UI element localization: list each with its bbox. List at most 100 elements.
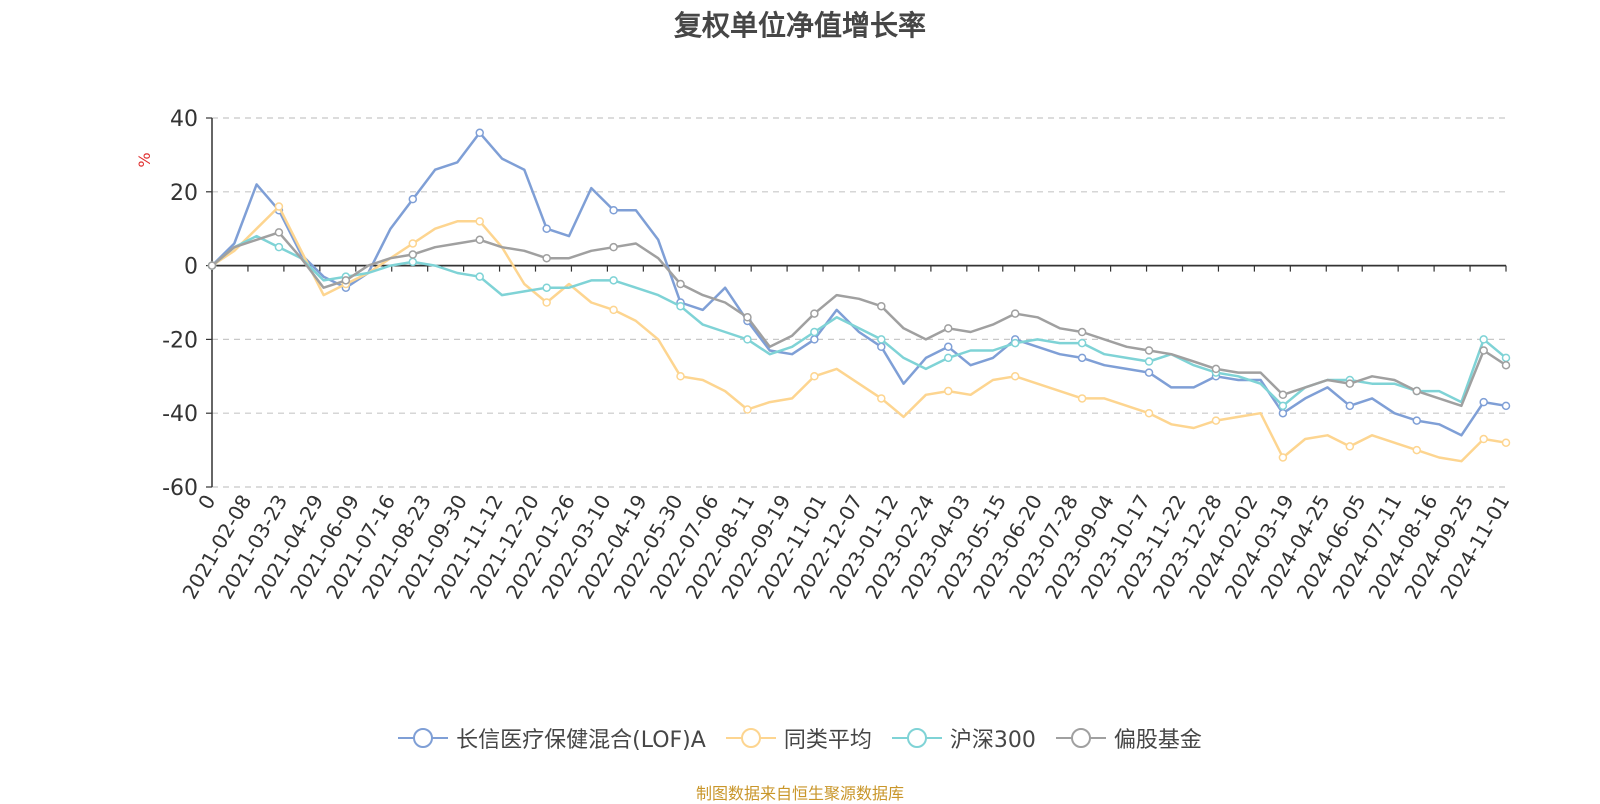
- series-point: [1077, 338, 1087, 348]
- series-point: [943, 353, 953, 363]
- series-point: [274, 242, 284, 252]
- legend-item[interactable]: 同类平均: [725, 722, 872, 754]
- legend-item[interactable]: 长信医疗保健混合(LOF)A: [398, 722, 706, 754]
- y-axis-unit-label: %: [135, 152, 154, 167]
- series-2: [207, 202, 1511, 463]
- series-point: [1144, 357, 1154, 366]
- series-point: [1501, 353, 1511, 363]
- series-point: [877, 301, 886, 311]
- y-tick-label: -40: [162, 402, 198, 427]
- series-4: [207, 228, 1511, 408]
- series-point: [1501, 438, 1511, 447]
- series-point: [943, 386, 953, 396]
- series-point: [810, 372, 819, 381]
- series-point: [341, 276, 351, 285]
- series-point: [1211, 416, 1221, 425]
- series-point: [877, 335, 886, 344]
- series-point: [1278, 453, 1288, 462]
- series-point: [1278, 408, 1288, 418]
- series-point: [1077, 327, 1087, 337]
- legend-item[interactable]: 沪深300: [891, 722, 1036, 754]
- series-1: [207, 128, 1511, 437]
- series-point: [542, 224, 551, 233]
- series-point: [1144, 368, 1154, 377]
- series-point: [1345, 379, 1355, 388]
- series-point: [207, 261, 217, 270]
- series-point: [274, 202, 284, 211]
- series-point: [1412, 445, 1422, 455]
- series-point: [1412, 386, 1422, 396]
- series-point: [542, 298, 551, 307]
- series-point: [1501, 401, 1511, 411]
- series-point: [408, 257, 418, 267]
- series-point: [1010, 309, 1020, 318]
- series-point: [1501, 360, 1511, 370]
- series-point: [1278, 401, 1288, 411]
- series-line: [211, 231, 1507, 408]
- y-tick-label: 40: [170, 107, 198, 132]
- legend-label: 沪深300: [949, 728, 1036, 753]
- series-point: [1479, 397, 1488, 407]
- series-point: [1412, 416, 1422, 425]
- series-point: [542, 253, 551, 263]
- series-point: [609, 276, 618, 285]
- chart-title: 复权单位净值增长率: [673, 9, 926, 42]
- source-note: 制图数据来自恒生聚源数据库: [695, 784, 904, 803]
- series-point: [609, 206, 618, 215]
- axis-layer: 40200-20-40-6002021-02-082021-03-232021-…: [162, 107, 1514, 603]
- series-point: [1479, 346, 1488, 355]
- series-point: [408, 239, 418, 248]
- series-point: [609, 242, 618, 252]
- legend: 长信医疗保健混合(LOF)A 同类平均 沪深300 偏股基金: [0, 722, 1600, 754]
- series-point: [475, 217, 484, 226]
- legend-line-circle-icon: [725, 728, 776, 748]
- series-point: [408, 194, 418, 204]
- y-tick-label: 20: [170, 181, 198, 206]
- series-point: [743, 405, 752, 414]
- series-point: [475, 128, 484, 138]
- series-point: [943, 324, 953, 333]
- series-point: [1077, 394, 1087, 403]
- series-layer: [207, 128, 1511, 463]
- series-point: [1479, 335, 1488, 344]
- series-point: [877, 342, 886, 352]
- legend-line-circle-icon: [1055, 728, 1106, 748]
- series-point: [877, 394, 886, 403]
- series-point: [408, 250, 418, 259]
- series-point: [810, 309, 819, 318]
- y-tick-label: -60: [162, 476, 198, 501]
- legend-label: 偏股基金: [1113, 728, 1202, 753]
- series-point: [676, 301, 685, 311]
- series-point: [542, 283, 551, 292]
- series-point: [1345, 442, 1355, 451]
- series-point: [1144, 346, 1154, 355]
- legend-item[interactable]: 偏股基金: [1055, 722, 1202, 754]
- series-point: [475, 272, 484, 281]
- y-tick-label: -20: [162, 328, 198, 353]
- series-point: [810, 327, 819, 337]
- series-point: [676, 279, 685, 289]
- series-point: [1345, 401, 1355, 411]
- series-point: [743, 335, 752, 344]
- series-point: [676, 372, 685, 381]
- line-chart: 40200-20-40-6002021-02-082021-03-232021-…: [135, 107, 1514, 603]
- series-point: [609, 305, 618, 315]
- series-point: [1278, 390, 1288, 399]
- series-point: [1077, 353, 1087, 363]
- x-tick-label: 0: [193, 491, 220, 514]
- legend-line-circle-icon: [891, 728, 942, 748]
- series-point: [743, 313, 752, 322]
- series-point: [475, 235, 484, 245]
- series-line: [211, 205, 1507, 463]
- legend-label: 长信医疗保健混合(LOF)A: [456, 728, 706, 753]
- y-tick-label: 0: [184, 255, 198, 280]
- series-point: [1144, 408, 1154, 418]
- series-point: [274, 228, 284, 237]
- series-point: [1211, 364, 1221, 374]
- grid-layer: [212, 117, 1506, 488]
- series-point: [943, 342, 953, 352]
- series-point: [810, 335, 819, 344]
- series-line: [211, 234, 1507, 408]
- legend-line-circle-icon: [398, 728, 449, 748]
- legend-label: 同类平均: [783, 728, 872, 753]
